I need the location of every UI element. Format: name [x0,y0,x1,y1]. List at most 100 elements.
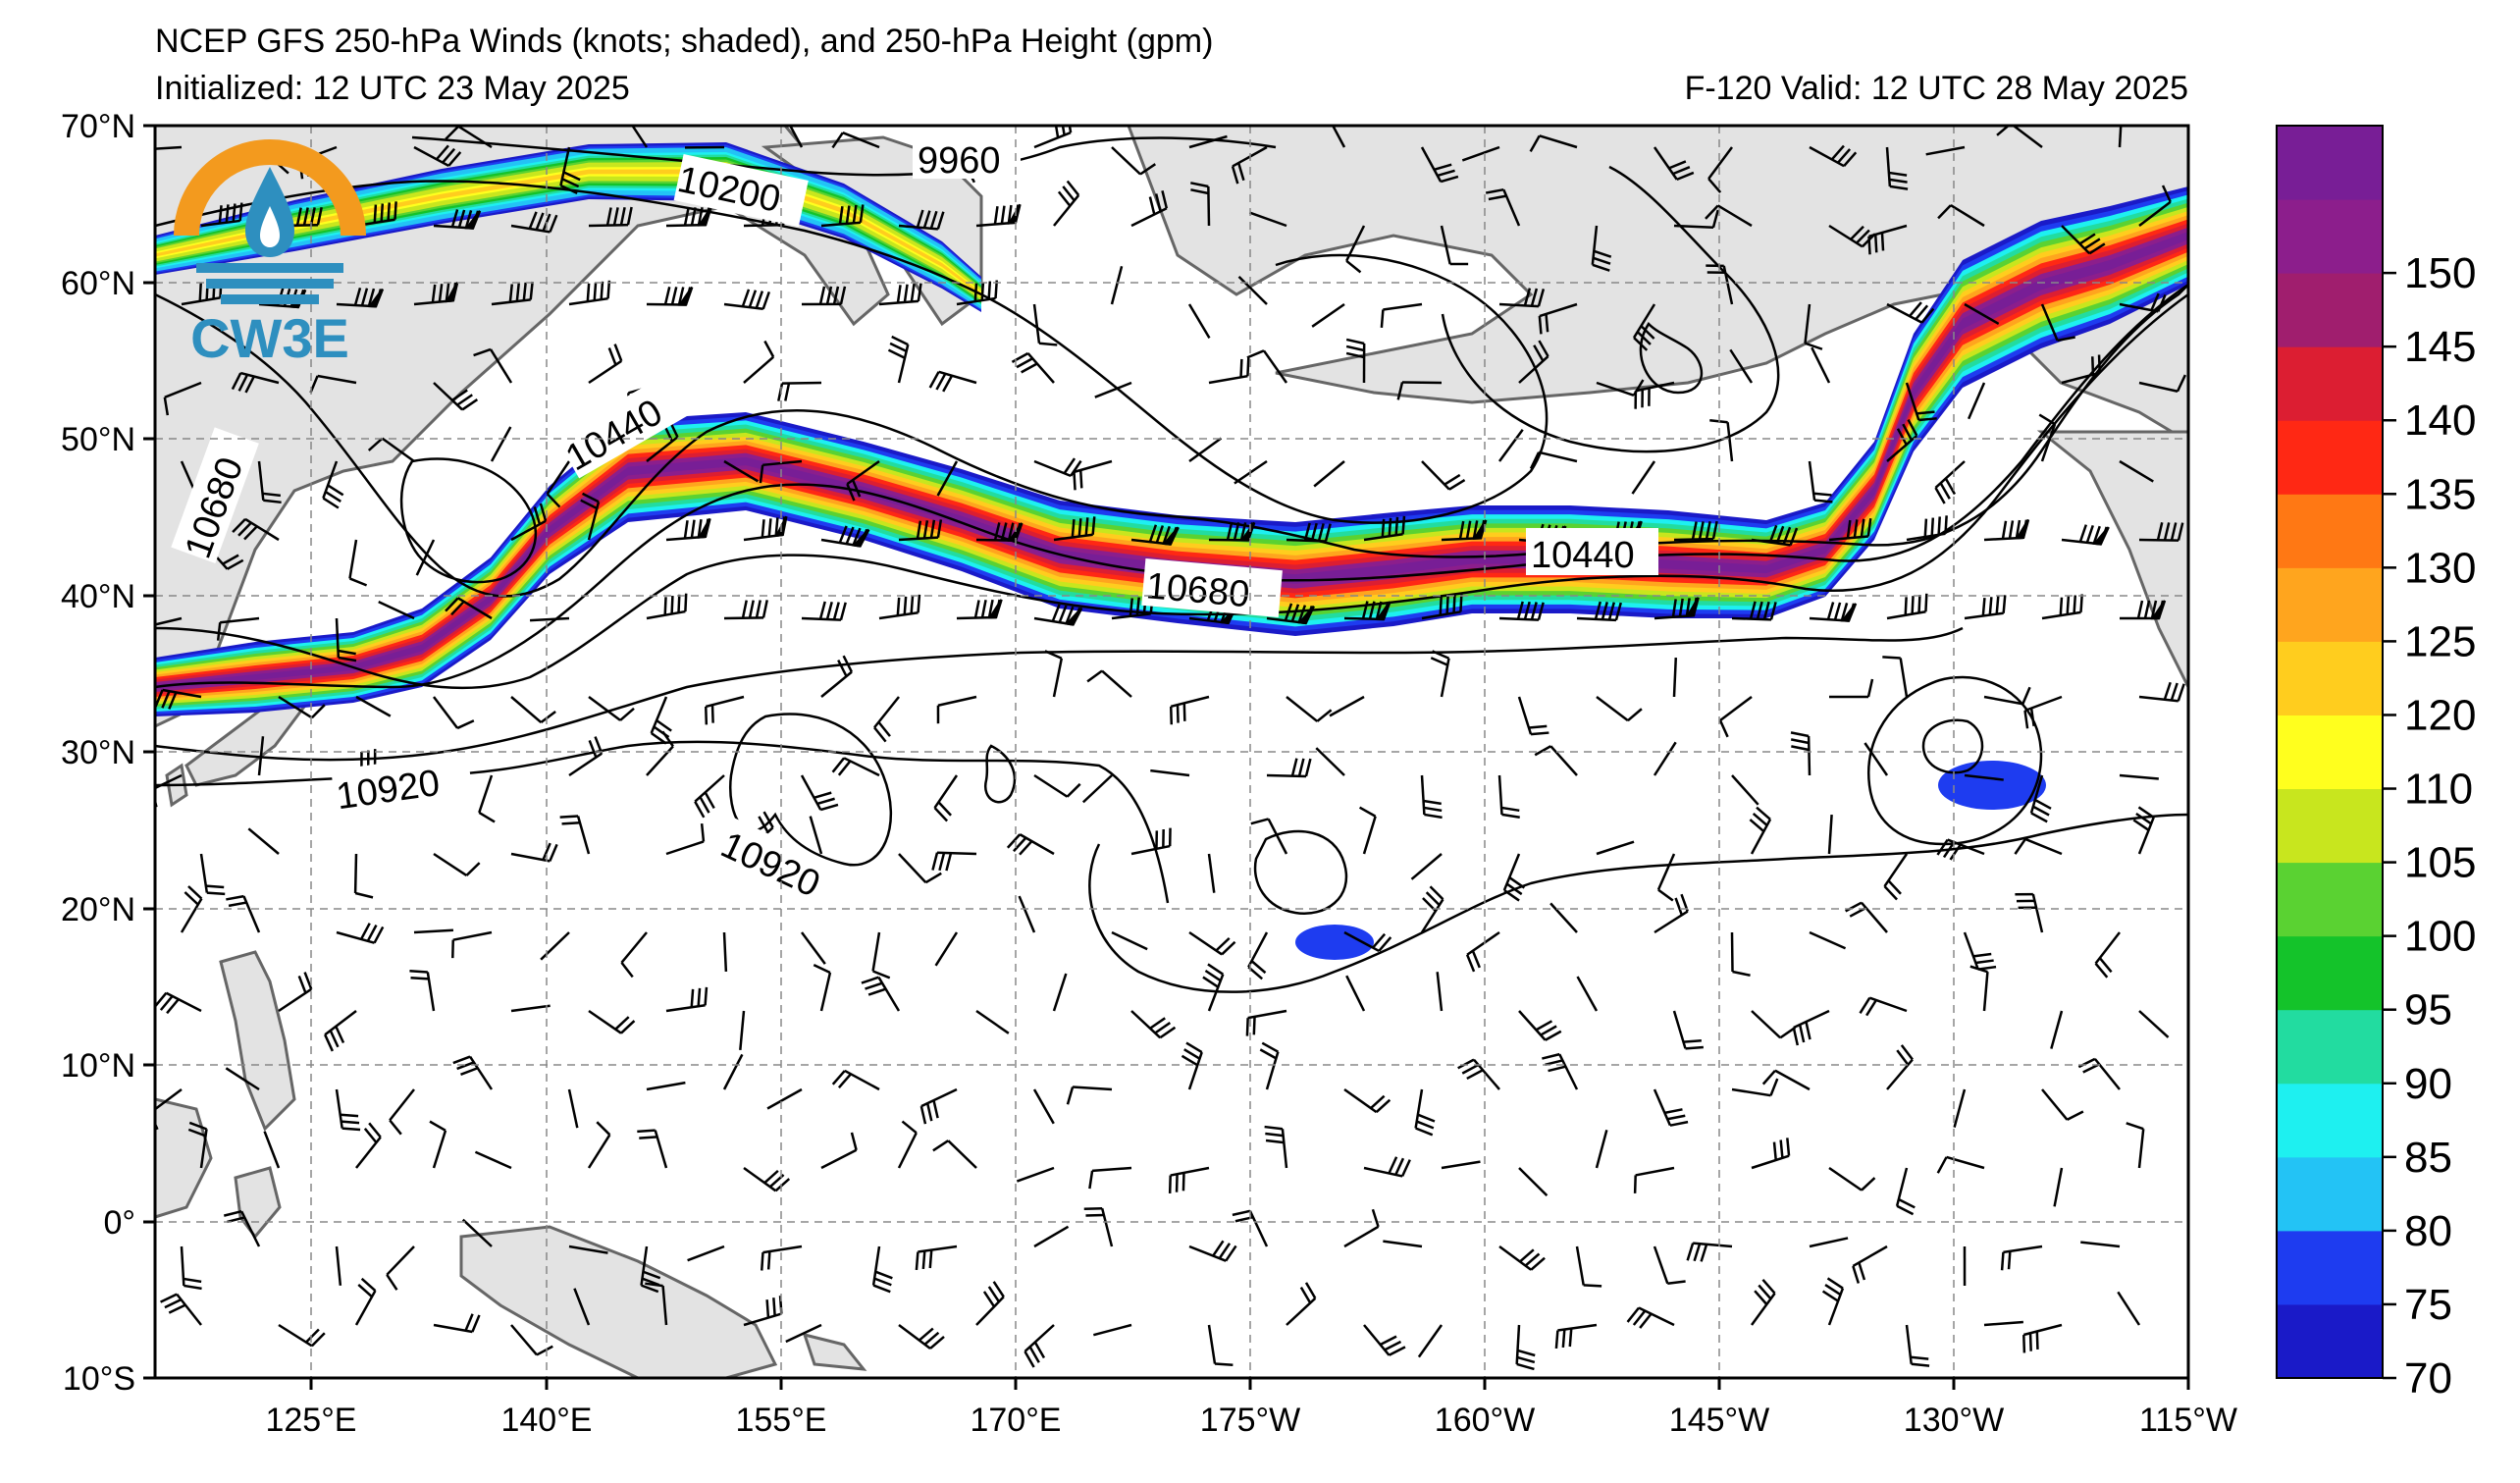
wind-barb [1420,774,1443,820]
wind-barb [1886,593,1928,620]
wind-barb [2138,1010,2170,1038]
wind-barb [1886,301,1935,324]
wind-barb [723,289,771,311]
colorbar-label: 75 [2404,1281,2452,1329]
contour-high-west [729,713,892,867]
lon-label: 140°E [500,1402,592,1439]
wind-barb [1363,1324,1406,1356]
wind-barb [694,774,725,819]
wind-barb [322,460,344,509]
wind-barb [1538,302,1578,335]
wind-barb [871,1245,893,1294]
wind-barb [1313,460,1345,488]
wind-barb [846,459,880,502]
wind-barb [367,437,415,463]
wind-barb [1656,853,1676,902]
colorbar: 70 75 80 85 90 95 100 105 110 120 125 130 135 140 145 1… [2276,125,2476,1403]
colorbar-swatch [2277,494,2383,568]
gridlines [155,126,2188,1378]
colorbar-label: 80 [2404,1207,2452,1255]
wind-barb [1208,357,1250,385]
wind-barb [1363,1156,1411,1178]
contour-label: 9960 [918,140,1001,182]
wind-barb [1440,225,1469,266]
wind-barb [433,696,475,730]
wind-barb [1461,145,1500,162]
wind-barb [1383,1240,1423,1248]
wind-barb [1011,351,1055,384]
wind-barb [646,1081,686,1091]
wind-barb [1343,1087,1391,1114]
wind-barb [1187,303,1211,340]
wind-barb [1032,1088,1055,1125]
wind-barb [1168,1166,1210,1194]
wind-barb [1672,657,1678,698]
wind-barb [559,815,591,855]
wind-barb [1707,146,1734,193]
valid-time: F-120 Valid: 12 UTC 28 May 2025 [1684,70,2188,107]
wind-barb [546,460,571,508]
wind-barb [200,202,243,228]
wind-barb [1626,1306,1675,1329]
wind-barb [2041,594,2083,620]
wind-barb [223,1209,261,1247]
lon-label: 160°W [1435,1402,1535,1439]
wind-barb [1809,930,1847,950]
logo-icon [174,139,366,304]
wind-barb [1596,840,1635,856]
wind-barb [247,827,280,855]
wind-barb [1731,1078,1779,1097]
wind-barb [975,203,1022,228]
wind-barb [1202,963,1225,1012]
wind-barb [567,1088,579,1129]
wind-barb [975,1281,1005,1326]
wind-barb [1188,437,1223,463]
wind-barb [415,539,436,576]
wind-barb [1925,145,1966,156]
wind-barb [646,593,688,620]
wind-barb [871,931,891,980]
wind-barb [2094,931,2121,979]
wind-barb [1311,302,1345,328]
wind-barb [2126,1122,2145,1169]
wind-barb [1905,382,1937,422]
colorbar-swatch [2277,1230,2383,1305]
contour-9960 [411,135,1277,177]
wind-barb [1111,146,1157,176]
wind-barb [820,525,870,548]
wind-barb [1465,930,1500,973]
wind-barb [722,1053,744,1090]
wind-barb [1575,1245,1602,1288]
wind-barb [759,459,803,484]
wind-barb [1073,459,1113,491]
wind-barb [898,853,942,884]
lat-label: 60°N [61,265,135,302]
wind-barb [1595,1130,1608,1169]
wind-barb [1420,146,1459,184]
colorbar-swatch [2277,346,2383,421]
wind-barb [2022,1323,2063,1353]
wind-barb [873,696,900,743]
wind-barb [1718,695,1753,738]
lat-label: 50°N [61,421,135,458]
contour-10920 [155,626,1964,762]
wind-barb [1093,1323,1132,1337]
wind-barb [1596,696,1643,722]
wind-barb [1886,1044,1914,1090]
wind-barb [354,1277,377,1326]
wind-barb [915,1245,958,1271]
wind-barb [510,503,548,542]
wind-barb [1591,225,1612,272]
wind-barb [1410,853,1443,880]
wind-barb [226,894,261,933]
wind-barb [1761,1069,1811,1091]
land-solomon [802,1332,867,1371]
wind-barb [1750,1279,1776,1326]
wind-barb [1751,1010,1797,1039]
wind-barb [1653,1245,1686,1285]
wind-barb [1864,742,1889,776]
contour-10680 [155,292,2188,690]
wind-barb [1237,276,1268,305]
wind-barb [510,1004,551,1013]
